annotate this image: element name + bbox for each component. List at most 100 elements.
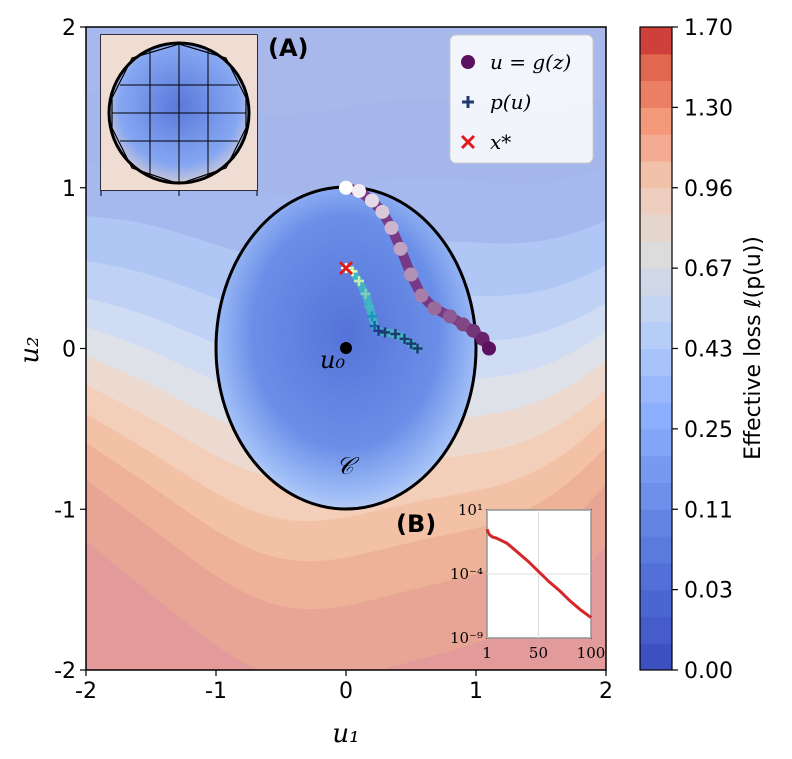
colorbar-band bbox=[640, 321, 672, 349]
series-p-point bbox=[354, 275, 364, 286]
x-axis-label: u₁ bbox=[332, 719, 359, 749]
x-axis: -2 -1 0 1 2 bbox=[75, 670, 613, 704]
colorbar-tick-label: 0.11 bbox=[684, 498, 733, 523]
inset-a-circle bbox=[107, 41, 251, 185]
colorbar-band bbox=[640, 241, 672, 269]
x-tick-label: 0 bbox=[339, 679, 353, 704]
inset-b-line bbox=[485, 528, 592, 619]
y-tick-label: -1 bbox=[54, 498, 76, 523]
colorbar: 0.00 0.03 0.11 0.25 0.43 0.67 0.96 1.30 1.70 Eff… bbox=[639, 16, 766, 684]
colorbar-bands bbox=[640, 27, 672, 671]
series-g-point bbox=[466, 323, 481, 338]
legend-g-marker bbox=[461, 55, 475, 69]
colorbar-band bbox=[640, 27, 672, 55]
colorbar-band bbox=[640, 562, 672, 591]
legend-p-label: p(u) bbox=[490, 90, 531, 114]
inset-b-ticks: 1 50 100 10¹ 10⁻⁴ 10⁻⁹ bbox=[450, 501, 605, 662]
legend-p-marker bbox=[462, 96, 474, 108]
colorbar-tick-label: 0.96 bbox=[684, 177, 733, 202]
y-tick-label: 2 bbox=[62, 16, 76, 41]
y-tick-label: 0 bbox=[62, 338, 76, 363]
colorbar-band bbox=[640, 294, 672, 323]
colorbar-band bbox=[640, 160, 672, 189]
colorbar-band bbox=[640, 375, 672, 403]
colorbar-band bbox=[640, 107, 672, 135]
series-p-point bbox=[367, 311, 377, 322]
y-tick-label: -2 bbox=[54, 659, 76, 684]
y-tick-label: 1 bbox=[62, 177, 76, 202]
series-x-star bbox=[338, 261, 354, 276]
inset-b: 1 50 100 10¹ 10⁻⁴ 10⁻⁹ (B) bbox=[396, 501, 605, 662]
inset-b-y-tick-label: 10¹ bbox=[458, 501, 483, 519]
legend-x-marker bbox=[460, 134, 476, 150]
colorbar-band bbox=[640, 643, 672, 671]
inset-b-x-tick-label: 1 bbox=[482, 644, 492, 662]
series-g-point bbox=[427, 301, 442, 316]
series-p-point bbox=[412, 343, 423, 354]
colorbar-ticks: 0.00 0.03 0.11 0.25 0.43 0.67 0.96 1.30 1.70 bbox=[672, 16, 733, 684]
x-star-point bbox=[338, 261, 354, 276]
colorbar-band bbox=[640, 509, 672, 537]
colorbar-band bbox=[640, 134, 672, 162]
series-g bbox=[339, 180, 496, 356]
colorbar-band bbox=[640, 268, 672, 296]
x-tick-label: 1 bbox=[469, 679, 483, 704]
series-g-point bbox=[456, 317, 470, 332]
inset-b-y-tick-label: 10⁻⁹ bbox=[450, 629, 483, 647]
y-axis-label: u₂ bbox=[15, 336, 45, 363]
colorbar-band bbox=[640, 402, 672, 430]
series-g-point bbox=[443, 309, 457, 324]
colorbar-band bbox=[640, 482, 672, 510]
series-p-point bbox=[380, 327, 390, 338]
colorbar-band bbox=[640, 536, 672, 564]
legend-x-label: x* bbox=[490, 130, 511, 154]
u0-point bbox=[340, 342, 352, 354]
series-g-point bbox=[404, 267, 418, 282]
colorbar-tick-label: 0.43 bbox=[684, 338, 733, 363]
panel-b-label: (B) bbox=[396, 510, 436, 538]
x-tick-label: -1 bbox=[205, 679, 227, 704]
y-axis: -2 -1 0 1 2 bbox=[54, 16, 86, 684]
series-p-point bbox=[373, 325, 384, 336]
contour-field bbox=[86, 27, 606, 670]
series-g-point bbox=[375, 204, 390, 219]
colorbar-band bbox=[640, 428, 672, 457]
series-p bbox=[341, 263, 423, 354]
colorbar-tick-label: 0.03 bbox=[684, 579, 733, 604]
colorbar-band bbox=[640, 53, 672, 82]
colorbar-tick-label: 1.30 bbox=[684, 96, 733, 121]
colorbar-tick-label: 1.70 bbox=[684, 16, 733, 41]
series-g-point bbox=[384, 220, 399, 235]
series-g-point bbox=[365, 193, 379, 208]
colorbar-band bbox=[640, 455, 672, 483]
colorbar-tick-label: 0.25 bbox=[684, 418, 733, 443]
series-g-point bbox=[393, 241, 408, 256]
inset-a: (A) bbox=[100, 34, 309, 196]
series-g-point bbox=[352, 183, 366, 198]
series-p-point bbox=[390, 329, 401, 340]
series-p-point bbox=[360, 288, 371, 299]
inset-b-x-tick-label: 100 bbox=[577, 644, 606, 662]
u0-label: u₀ bbox=[320, 346, 345, 374]
colorbar-band bbox=[640, 80, 672, 108]
panel-a-label: (A) bbox=[268, 34, 309, 62]
legend: u = g(z) p(u) x* bbox=[449, 34, 594, 164]
series-g-point bbox=[339, 180, 353, 195]
legend-g-label: u = g(z) bbox=[490, 50, 571, 74]
colorbar-tick-label: 0.67 bbox=[684, 257, 733, 282]
colorbar-band bbox=[640, 214, 672, 242]
series-g-point bbox=[482, 341, 496, 356]
colorbar-band bbox=[640, 589, 672, 617]
colorbar-band bbox=[640, 616, 672, 644]
colorbar-label: Effective loss ℓ(p(u)) bbox=[741, 236, 766, 460]
series-p-point bbox=[406, 338, 416, 349]
colorbar-band bbox=[640, 187, 672, 216]
x-tick-label: -2 bbox=[75, 679, 97, 704]
series-g-point bbox=[414, 288, 429, 303]
colorbar-band bbox=[640, 348, 672, 376]
inset-b-y-tick-label: 10⁻⁴ bbox=[450, 565, 483, 583]
colorbar-tick-label: 0.00 bbox=[684, 659, 733, 684]
x-tick-label: 2 bbox=[599, 679, 613, 704]
